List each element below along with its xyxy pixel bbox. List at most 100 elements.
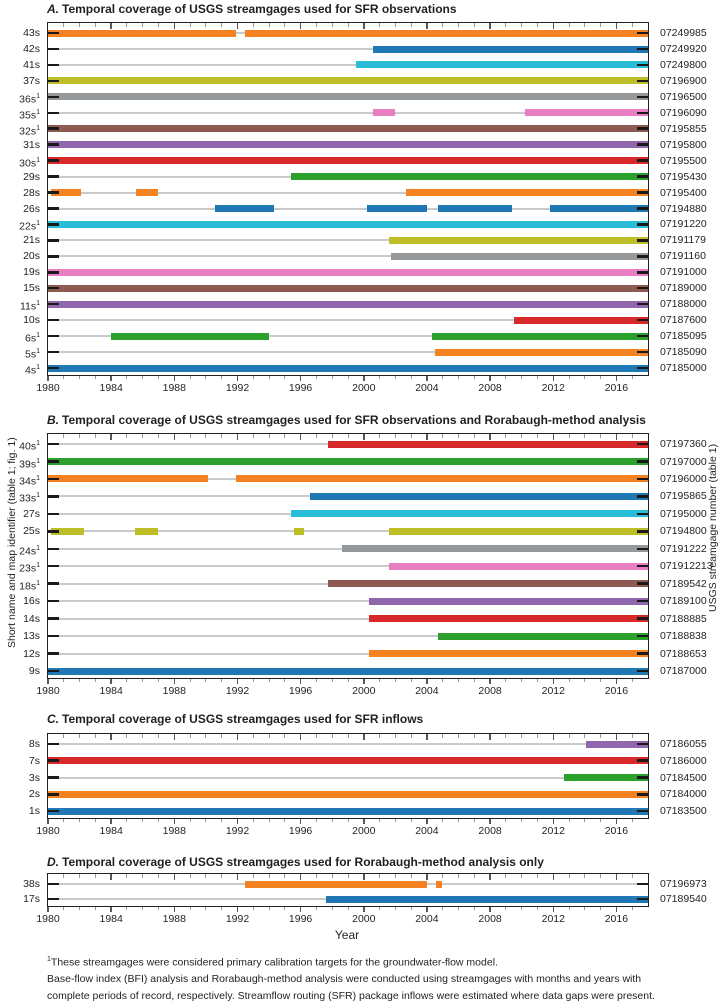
row-track bbox=[48, 565, 648, 568]
x-tick-bottom bbox=[568, 819, 570, 823]
x-tick-top bbox=[126, 434, 128, 438]
x-tick-top bbox=[426, 734, 428, 740]
x-tick-label: 1980 bbox=[36, 685, 60, 697]
gage-number-label: 07188000 bbox=[660, 298, 707, 311]
x-tick-bottom bbox=[363, 907, 365, 913]
x-tick-label: 1980 bbox=[36, 382, 60, 394]
x-tick-top bbox=[600, 874, 602, 878]
x-tick-bottom bbox=[426, 679, 428, 685]
gage-number-label: 07196090 bbox=[660, 106, 707, 119]
x-tick-bottom bbox=[126, 907, 128, 911]
bar-segment bbox=[373, 45, 648, 53]
x-tick-bottom bbox=[252, 679, 254, 683]
x-tick-top bbox=[521, 23, 523, 27]
bar-segment bbox=[550, 205, 648, 212]
x-tick-top bbox=[537, 434, 538, 438]
x-tick-bottom bbox=[63, 679, 65, 683]
x-tick-bottom bbox=[126, 819, 128, 823]
row-tick-left bbox=[48, 582, 59, 585]
x-tick-bottom bbox=[394, 907, 396, 911]
x-tick-bottom bbox=[552, 679, 555, 685]
row-label: 35s1 bbox=[19, 108, 40, 122]
x-tick-top bbox=[236, 734, 239, 740]
row-tick-right bbox=[637, 897, 648, 901]
x-tick-bottom bbox=[94, 679, 96, 683]
row-track bbox=[48, 48, 648, 50]
bar-segment bbox=[513, 316, 648, 324]
gage-number-label: 07187000 bbox=[660, 665, 707, 677]
row-label: 1s bbox=[28, 805, 40, 817]
x-tick-label: 2004 bbox=[415, 825, 439, 837]
x-tick-bottom bbox=[221, 679, 223, 683]
x-tick-bottom bbox=[221, 376, 223, 380]
row-tick-right bbox=[637, 271, 648, 274]
row-track bbox=[48, 600, 648, 603]
x-tick-top bbox=[505, 734, 507, 738]
x-tick-top bbox=[394, 23, 396, 27]
x-tick-label: 2008 bbox=[478, 825, 502, 837]
row-label: 25s bbox=[23, 525, 40, 538]
bar-segment bbox=[244, 29, 648, 37]
x-tick-top bbox=[600, 434, 602, 438]
x-tick-bottom bbox=[189, 679, 191, 683]
x-tick-bottom bbox=[94, 907, 96, 911]
x-tick-bottom bbox=[426, 376, 428, 382]
x-tick-top bbox=[615, 434, 618, 440]
row-tick-left bbox=[48, 776, 59, 779]
row-track bbox=[48, 239, 648, 242]
row-tick-left bbox=[48, 759, 59, 762]
x-tick-top bbox=[221, 23, 223, 27]
x-tick-top bbox=[615, 874, 618, 880]
x-tick-top bbox=[584, 434, 586, 438]
row-tick-right bbox=[637, 617, 648, 620]
x-tick-top bbox=[315, 23, 317, 27]
x-tick-label: 2012 bbox=[541, 825, 565, 837]
x-tick-bottom bbox=[63, 376, 65, 380]
row-tick-left bbox=[48, 897, 59, 901]
bar-segment bbox=[406, 189, 648, 196]
x-tick-top bbox=[537, 734, 538, 738]
gage-number-label: 07195800 bbox=[660, 138, 707, 151]
x-tick-top bbox=[284, 23, 286, 27]
row-label: 40s1 bbox=[19, 440, 40, 453]
x-tick-bottom bbox=[142, 907, 144, 911]
x-tick-bottom bbox=[394, 819, 396, 823]
x-tick-top bbox=[473, 23, 475, 27]
x-tick-top bbox=[236, 434, 239, 440]
row-track bbox=[48, 743, 648, 745]
x-tick-bottom bbox=[315, 376, 317, 380]
x-tick-top bbox=[600, 734, 602, 738]
bar-segment bbox=[564, 774, 648, 781]
x-tick-top bbox=[473, 734, 475, 738]
row-tick-right bbox=[637, 79, 648, 83]
x-tick-bottom bbox=[568, 679, 570, 683]
row-label: 23s1 bbox=[19, 562, 40, 575]
row-tick-right bbox=[637, 111, 648, 115]
bar-segment bbox=[389, 562, 648, 570]
x-tick-label: 1992 bbox=[225, 382, 250, 394]
x-tick-label: 1984 bbox=[99, 825, 123, 837]
x-tick-bottom bbox=[94, 819, 96, 823]
row-track bbox=[48, 191, 648, 194]
gage-number-label: 07189540 bbox=[660, 893, 707, 905]
x-tick-label: 2004 bbox=[415, 382, 439, 394]
x-tick-bottom bbox=[458, 679, 459, 683]
x-tick-bottom bbox=[236, 679, 239, 685]
gage-number-label: 07196900 bbox=[660, 74, 707, 87]
row-track bbox=[48, 319, 648, 322]
x-tick-bottom bbox=[584, 679, 586, 683]
x-tick-bottom bbox=[379, 907, 381, 911]
x-tick-bottom bbox=[142, 819, 144, 823]
footnote-1: 1These streamgages were considered prima… bbox=[47, 956, 498, 969]
x-tick-label: 1992 bbox=[225, 913, 250, 925]
x-tick-top bbox=[584, 734, 586, 738]
x-tick-bottom bbox=[615, 907, 618, 913]
x-tick-top bbox=[189, 23, 191, 27]
row-tick-right bbox=[637, 143, 648, 146]
row-tick-right bbox=[637, 776, 648, 779]
row-tick-right bbox=[637, 175, 648, 178]
x-tick-label: 2016 bbox=[604, 382, 629, 394]
row-tick-right bbox=[637, 255, 648, 258]
x-tick-label: 2000 bbox=[352, 382, 376, 394]
bar-segment bbox=[327, 440, 648, 448]
